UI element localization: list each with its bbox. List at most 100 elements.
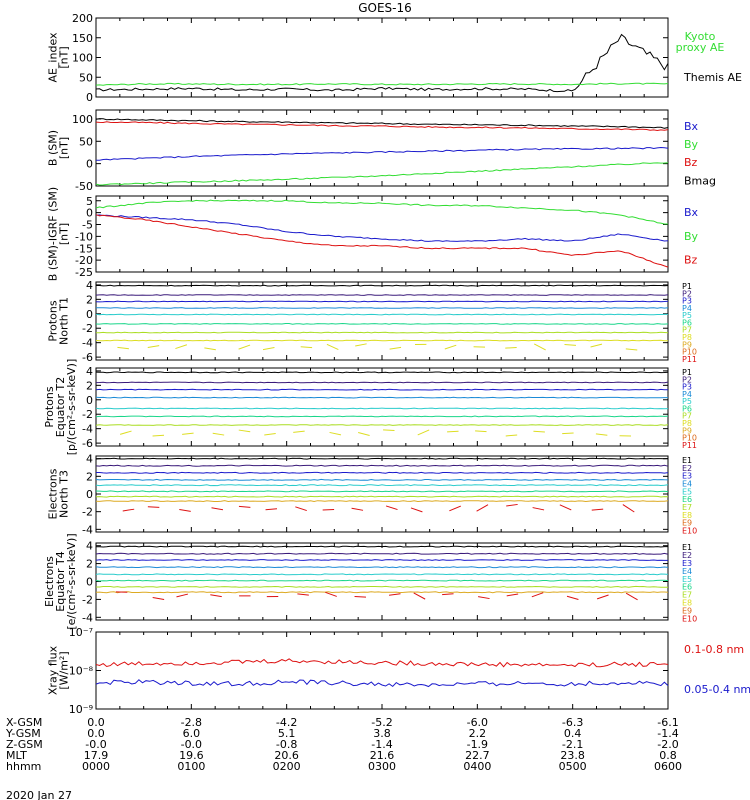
x-row-value: 17.9 [84,749,109,762]
x-row-value: -2.1 [562,738,583,751]
y-axis-label: Xray flux [47,645,60,695]
series-line-e8 [95,500,669,503]
sparse-segment [532,507,545,511]
x-row-value: -0.8 [276,738,297,751]
y-tick-label: -4 [82,523,93,536]
x-row-value: -2.8 [181,716,202,729]
sparse-segment [595,433,608,436]
sparse-segment [176,593,189,598]
x-row-value: 22.7 [465,749,490,762]
sparse-segment [417,429,430,436]
legend-entry: E10 [682,527,697,536]
legend-entry: P7 [682,412,692,421]
sparse-segment [152,597,165,601]
sparse-segment [325,591,337,597]
y-tick-label: 150 [72,32,93,45]
sparse-segment [533,343,546,351]
legend-entry: P8 [682,333,692,342]
plot-title: GOES-16 [358,1,412,15]
y-tick-label: 2 [86,293,93,306]
sparse-segment [475,430,487,433]
legend-entry: P2 [682,375,692,384]
y-axis-label: AE_index [47,32,60,83]
series-line-p4 [95,396,668,399]
y-tick-label: 4 [86,365,93,378]
legend-entry: Bmag [684,174,716,187]
sparse-segment [444,344,457,350]
x-row-value: -4.2 [276,716,297,729]
y-tick-label: -4 [82,611,93,624]
series-line-p3 [95,388,668,391]
y-axis-label: North T1 [58,297,71,345]
sparse-segment [625,592,638,601]
legend-entry: P6 [682,318,692,327]
legend-entry: E4 [682,567,692,576]
sparse-segment [442,593,454,596]
legend-entry: P6 [682,404,692,413]
series-line-e7 [95,495,669,498]
y-axis-label: [nT] [58,46,71,68]
legend-entry: E1 [682,456,692,465]
panel-frame [95,17,669,98]
sparse-segment [147,506,160,508]
y-axis-label: [nT] [58,223,71,245]
legend-entry: P3 [682,297,692,306]
legend-entry: P3 [682,383,692,392]
series-line-p2 [95,294,669,296]
sparse-segment [449,505,461,512]
x-row-value: 0.8 [659,749,677,762]
y-tick-label: 0 [86,207,93,220]
y-tick-label: 0 [86,158,93,171]
series-line-e3 [95,559,668,562]
sparse-segment [175,344,188,350]
series-line-e5 [95,573,669,576]
y-tick-label: 50 [79,71,93,84]
legend-entry: E8 [682,511,692,520]
y-tick-label: 4 [86,453,93,466]
legend-entry: P1 [682,282,692,291]
series-line-e1 [95,545,668,548]
legend-entry: P4 [682,304,692,313]
sparse-segment [385,505,398,511]
series-line-themis-ae [95,33,669,93]
sparse-segment [238,344,251,350]
y-axis-label: Protons [47,300,60,341]
legend-entry: proxy AE [676,41,725,54]
y-tick-label: -25 [75,266,93,279]
y-tick-label: 4 [86,279,93,292]
panel-2: 100 50 0 -50 B (SM)[nT] Bx By Bz Bmag [47,109,716,193]
sparse-segment [355,343,367,347]
sparse-segment [119,430,132,435]
y-tick-label: -2 [82,593,93,606]
series-line-e1 [95,457,669,460]
y-tick-label: 100 [72,52,93,65]
legend-entry: E2 [682,551,692,560]
legend-entry: P1 [682,368,692,377]
y-axis-label: Electrons [43,556,56,607]
series-line-bmag [95,118,669,129]
panel-frame [95,281,669,361]
sparse-segment [447,430,459,433]
sparse-segment [505,346,517,349]
x-row-value: 20.6 [274,749,299,762]
sparse-segment [297,593,309,596]
sparse-segment [506,593,519,597]
sparse-segment [238,505,251,508]
sparse-segment [329,431,342,436]
legend-entry: E3 [682,472,692,481]
x-row-value: 0200 [273,760,301,773]
x-row-value: -0.0 [85,738,106,751]
y-tick-label: -6 [82,437,93,450]
legend-entry: P9 [682,426,692,435]
series-line-p6 [95,322,669,325]
legend-entry: E3 [682,559,692,568]
sparse-segment [388,593,401,596]
panel-frame [95,367,669,447]
legend-entry: 0.05-0.4 nm [684,683,750,696]
y-tick-label: -5 [82,219,93,232]
legend-entry: E2 [682,464,692,473]
y-tick-label: 0 [86,91,93,104]
